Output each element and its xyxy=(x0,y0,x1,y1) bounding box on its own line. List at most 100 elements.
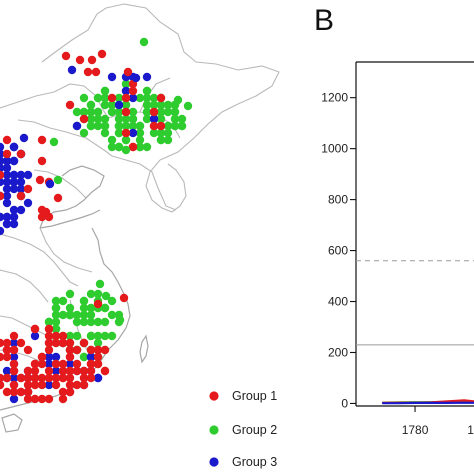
map-site-dot xyxy=(156,107,166,117)
map-site-dot xyxy=(79,338,89,348)
map-site-dot xyxy=(0,163,5,173)
legend-dot-group2 xyxy=(209,425,219,435)
map-site-dot xyxy=(16,387,26,397)
map-site-dot xyxy=(149,114,159,124)
map-site-dot xyxy=(183,101,193,111)
map-site-dot xyxy=(51,338,61,348)
map-site-dot xyxy=(86,359,96,369)
map-site-dot xyxy=(51,296,61,306)
map-site-dot xyxy=(142,86,152,96)
map-site-dot xyxy=(37,156,47,166)
map-site-dot xyxy=(95,279,105,289)
map-site-dot xyxy=(93,299,103,309)
border-nc-2 xyxy=(33,169,87,199)
map-site-dot xyxy=(121,145,131,155)
map-site-dot xyxy=(2,212,12,222)
map-site-dot xyxy=(107,296,117,306)
map-site-dot xyxy=(9,394,19,404)
map-site-dot xyxy=(142,72,152,82)
map-site-dot xyxy=(135,142,145,152)
map-site-dot xyxy=(79,303,89,313)
map-site-dot xyxy=(86,100,96,110)
map-site-dot xyxy=(0,380,5,390)
map-site-dot xyxy=(44,345,54,355)
map-site-dot xyxy=(86,366,96,376)
map-site-dot xyxy=(79,366,89,376)
map-site-dot xyxy=(65,331,75,341)
map-site-dot xyxy=(58,373,68,383)
map-site-dot xyxy=(37,380,47,390)
map-site-dot xyxy=(61,51,71,61)
map-site-dot xyxy=(72,380,82,390)
map-site-dot xyxy=(93,345,103,355)
map-site-dot xyxy=(2,352,12,362)
map-site-dot xyxy=(107,100,117,110)
map-site-dot xyxy=(2,366,12,376)
map-site-dot xyxy=(163,121,173,131)
map-site-dot xyxy=(121,93,131,103)
map-site-dot xyxy=(16,205,26,215)
map-site-dot xyxy=(9,345,19,355)
map-site-dot xyxy=(156,128,166,138)
map-site-dot xyxy=(9,142,19,152)
map-site-dot xyxy=(65,289,75,299)
map-site-dot xyxy=(100,366,110,376)
map-site-dot xyxy=(37,359,47,369)
map-site-dot xyxy=(93,107,103,117)
map-site-dot xyxy=(0,156,5,166)
map-site-dot xyxy=(23,387,33,397)
map-site-dot xyxy=(9,352,19,362)
x-tick-label: 1780 xyxy=(402,423,429,437)
map-site-dot xyxy=(93,352,103,362)
coast-shandong xyxy=(39,209,101,229)
map-site-dot xyxy=(121,86,131,96)
map-site-dot xyxy=(51,359,61,369)
map-site-dot xyxy=(142,142,152,152)
map-site-dot xyxy=(44,352,54,362)
map-site-dot xyxy=(149,100,159,110)
map-site-dot xyxy=(23,345,33,355)
map-site-dot xyxy=(9,184,19,194)
map-site-dot xyxy=(41,207,51,217)
map-site-dot xyxy=(30,359,40,369)
map-site-dot xyxy=(44,317,54,327)
map-site-dot xyxy=(114,128,124,138)
map-site-dot xyxy=(23,198,33,208)
map-site-dot xyxy=(0,142,5,152)
map-site-dot xyxy=(65,387,75,397)
map-site-dot xyxy=(2,177,12,187)
map-site-dot xyxy=(170,121,180,131)
map-site-dot xyxy=(91,67,101,77)
map-site-dot xyxy=(101,291,111,301)
map-site-dot xyxy=(79,107,89,117)
map-site-dot xyxy=(131,73,141,83)
map-site-dot xyxy=(2,345,12,355)
map-site-dot xyxy=(119,293,129,303)
plot-y-ticks: 0 200 400 600 800 1000 1200 xyxy=(321,91,356,410)
map-site-dot xyxy=(65,338,75,348)
map-site-dot xyxy=(79,380,89,390)
map-site-dot xyxy=(107,142,117,152)
map-site-dot xyxy=(93,121,103,131)
map-site-dot xyxy=(135,128,145,138)
map-site-dot xyxy=(163,107,173,117)
island-hainan xyxy=(1,413,23,433)
map-site-dot xyxy=(2,373,12,383)
map-site-dot xyxy=(114,107,124,117)
map-site-dot xyxy=(23,380,33,390)
map-site-dot xyxy=(44,394,54,404)
map-site-dot xyxy=(79,352,89,362)
map-site-dot xyxy=(121,121,131,131)
map-site-dot xyxy=(170,107,180,117)
map-site-dot xyxy=(170,114,180,124)
map-site-dot xyxy=(86,331,96,341)
map-site-dot xyxy=(9,366,19,376)
map-site-dot xyxy=(163,100,173,110)
map-site-dot xyxy=(128,86,138,96)
map-site-dot xyxy=(100,121,110,131)
series-line-3 xyxy=(382,401,474,405)
y-tick-label: 600 xyxy=(328,244,348,258)
map-site-dot xyxy=(65,310,75,320)
map-site-dot xyxy=(16,184,26,194)
map-site-dot xyxy=(16,149,26,159)
